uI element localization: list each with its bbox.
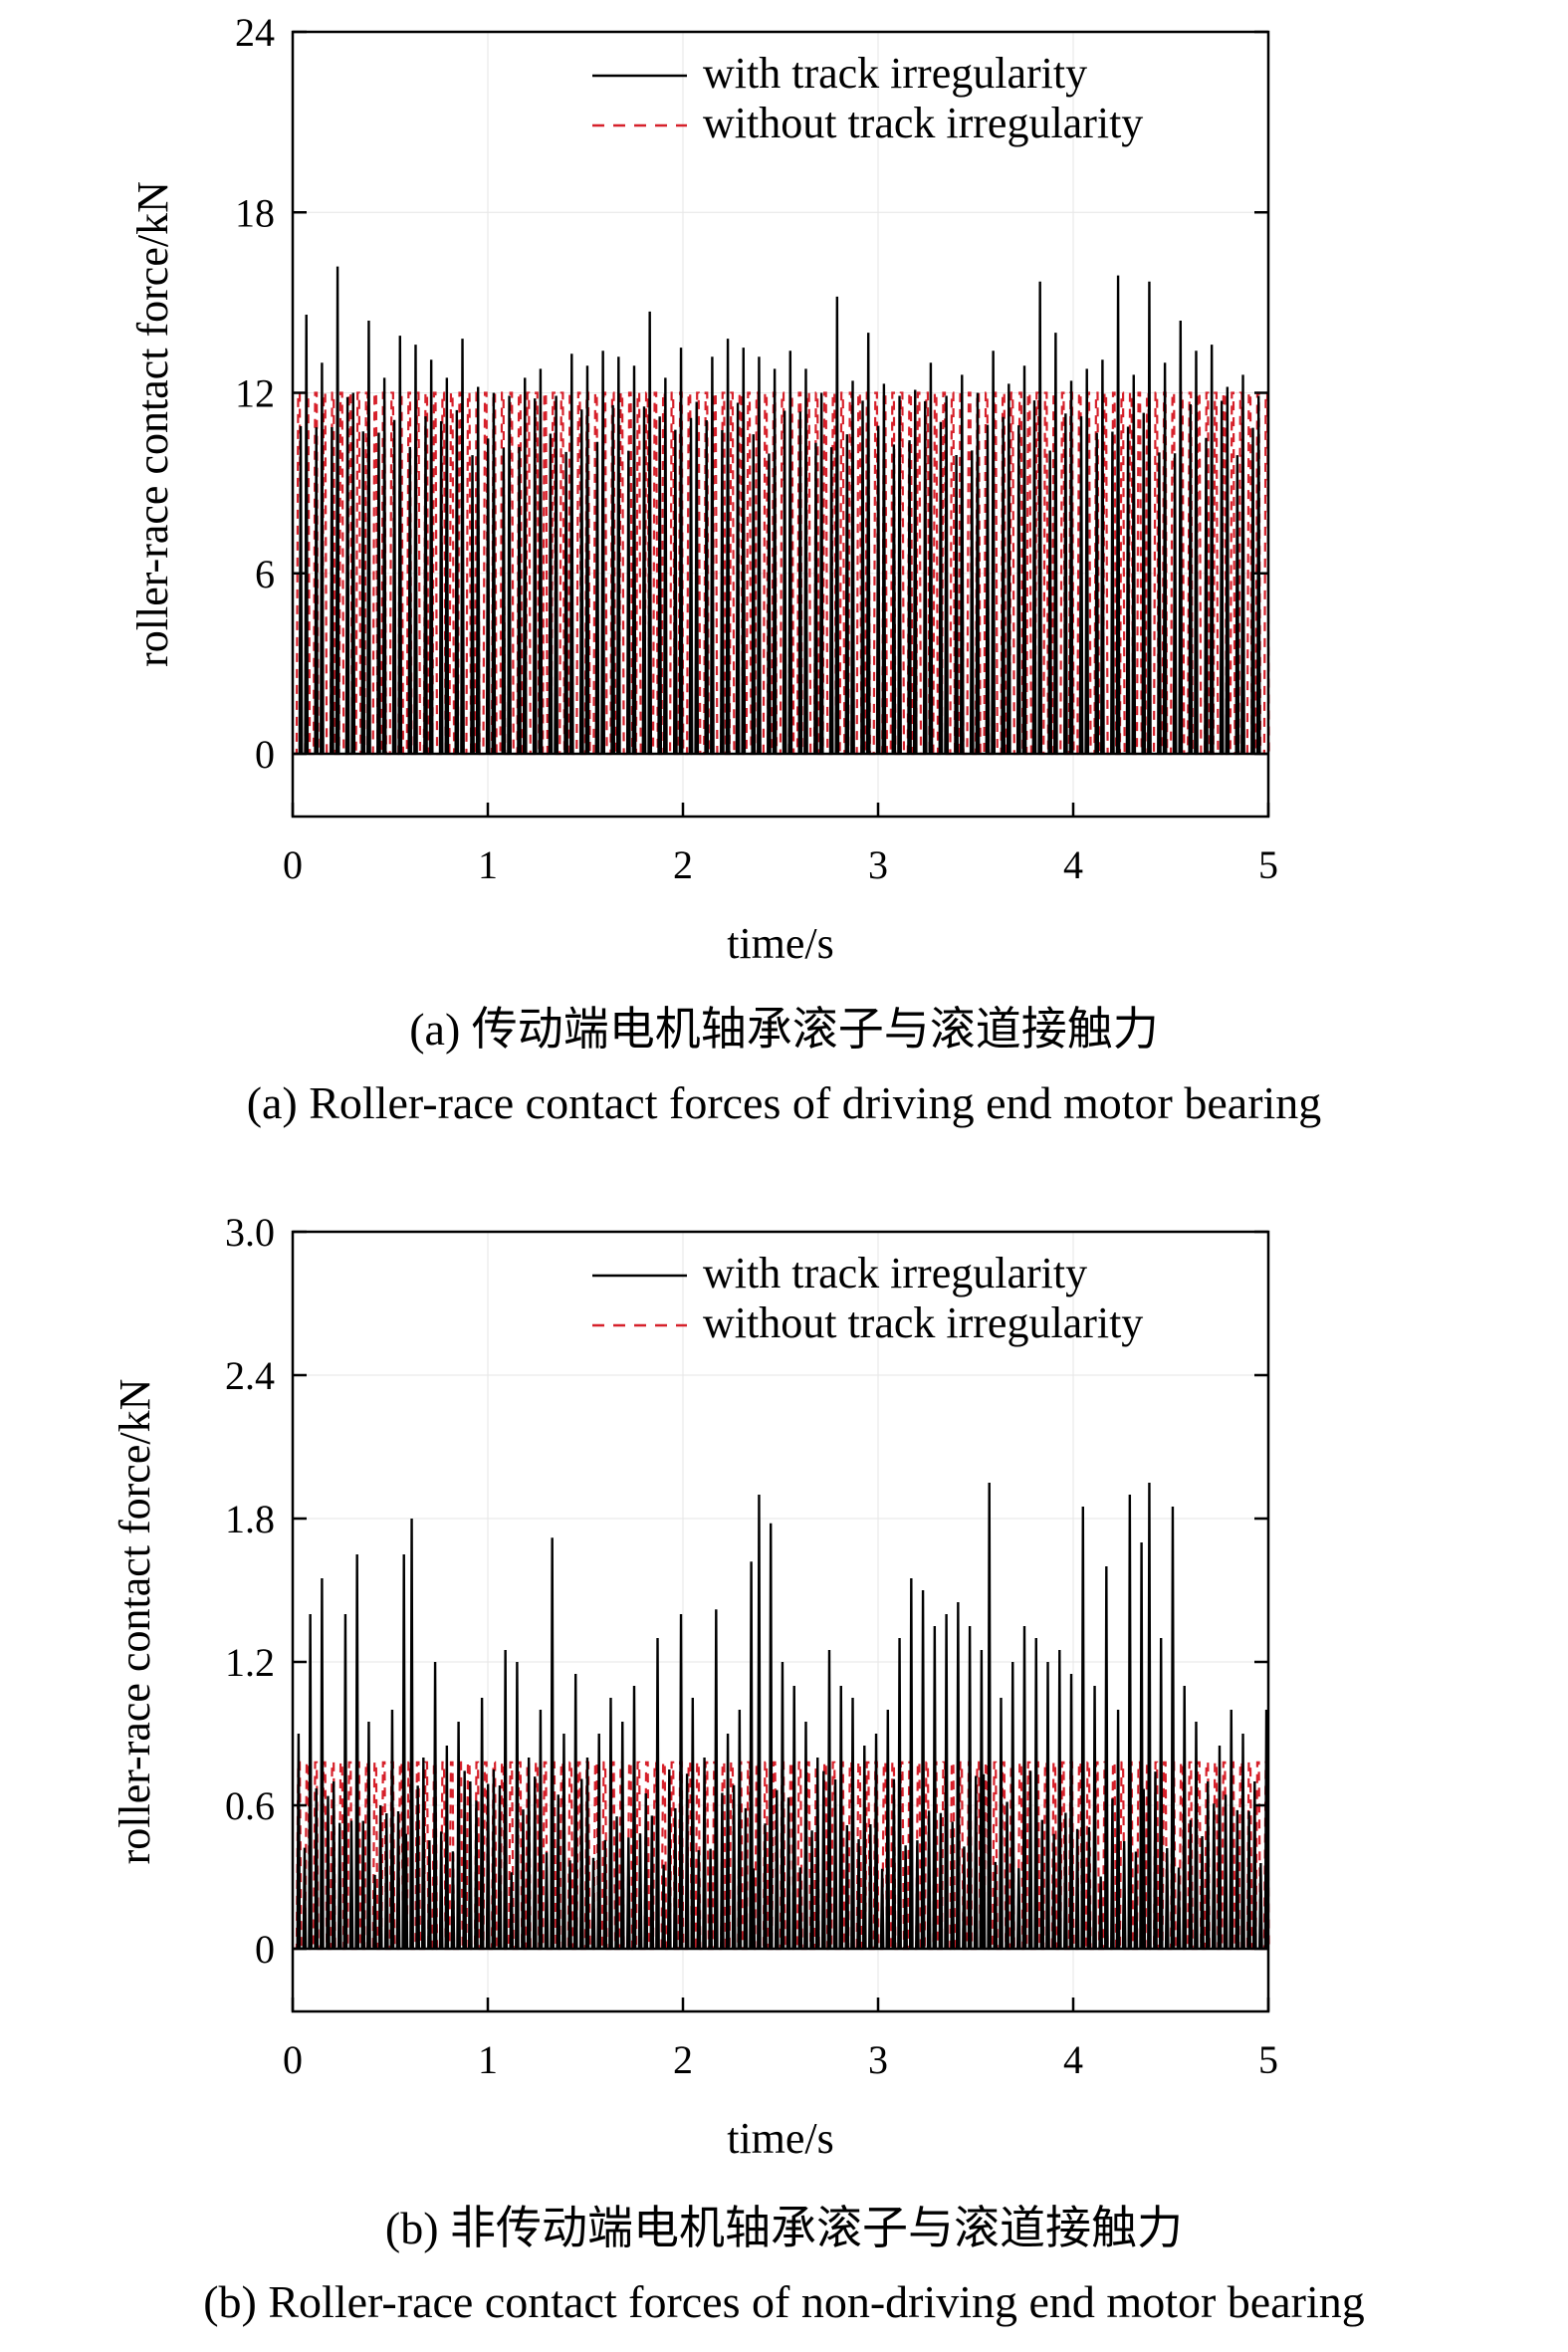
y-tick-label: 1.8 <box>225 1497 275 1541</box>
caption-a-english: (a) Roller-race contact forces of drivin… <box>246 1077 1322 1128</box>
x-tick-label: 0 <box>283 2037 303 2082</box>
series-line-with-irregularity <box>293 266 1268 756</box>
x-axis-label: time/s <box>727 2114 834 2163</box>
caption-b-english: (b) Roller-race contact forces of non-dr… <box>203 2276 1365 2327</box>
series-line-with-irregularity <box>293 1482 1269 1951</box>
plot-frame <box>291 1230 1270 2013</box>
y-tick-label: 0 <box>255 1927 275 1972</box>
y-tick-label: 0.6 <box>225 1783 275 1828</box>
y-tick-label: 24 <box>235 10 275 55</box>
x-tick-label: 2 <box>673 2037 693 2082</box>
x-tick-label: 4 <box>1063 842 1083 887</box>
x-tick-label: 0 <box>283 842 303 887</box>
y-tick-label: 6 <box>255 552 275 596</box>
plot-frame <box>291 30 1270 819</box>
x-tick-label: 3 <box>868 2037 888 2082</box>
x-axis-label: time/s <box>727 919 834 968</box>
legend-label-without-irregularity: without track irregularity <box>703 1298 1143 1347</box>
y-tick-label: 0 <box>255 732 275 777</box>
legend-label-without-irregularity: without track irregularity <box>703 99 1143 147</box>
legend-label-with-irregularity: with track irregularity <box>703 1249 1087 1297</box>
x-tick-label: 1 <box>478 2037 498 2082</box>
series-with-irregularity <box>293 266 1268 756</box>
x-tick-label: 5 <box>1258 2037 1278 2082</box>
y-tick-label: 2.4 <box>225 1353 275 1398</box>
x-tick-label: 5 <box>1258 842 1278 887</box>
y-axis-label: roller-race contact force/kN <box>128 181 177 667</box>
caption-b-chinese: (b) 非传动端电机轴承滚子与滚道接触力 <box>384 2203 1184 2253</box>
legend-label-with-irregularity: with track irregularity <box>703 49 1087 98</box>
x-tick-label: 4 <box>1063 2037 1083 2082</box>
chart-b: 0 0.6 1.2 1.8 2.4 3.0 0 1 2 3 4 5 time/s roller-race … <box>0 1195 1568 2352</box>
y-tick-label: 3.0 <box>225 1210 275 1255</box>
caption-a-chinese: (a) 传动端电机轴承滚子与滚道接触力 <box>409 1004 1159 1055</box>
chart-a: 0 6 12 18 24 0 1 2 3 4 5 time/s roller-race contact … <box>0 0 1568 1135</box>
x-tick-label: 1 <box>478 842 498 887</box>
x-tick-label: 2 <box>673 842 693 887</box>
x-tick-label: 3 <box>868 842 888 887</box>
y-tick-label: 12 <box>235 371 275 416</box>
y-tick-label: 18 <box>235 190 275 235</box>
y-tick-label: 1.2 <box>225 1640 275 1685</box>
chart-b-svg: 0 0.6 1.2 1.8 2.4 3.0 0 1 2 3 4 5 time/s roller-race … <box>111 1210 1278 2163</box>
y-axis-label: roller-race contact force/kN <box>111 1379 159 1865</box>
series-with-irregularity <box>293 1482 1269 1951</box>
